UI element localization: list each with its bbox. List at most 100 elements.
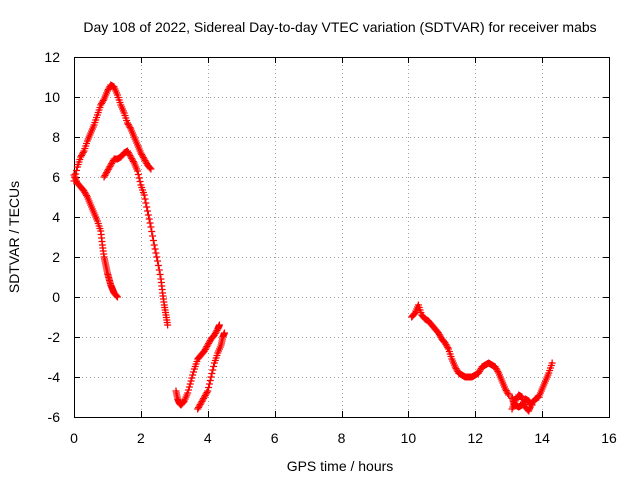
y-tick-label: 0	[52, 289, 60, 305]
data-point	[492, 365, 500, 372]
data-point	[201, 346, 209, 353]
x-axis: 0 2 4 6 8 10 12 14 16	[70, 57, 617, 446]
data-point	[200, 393, 208, 401]
x-axis-label: GPS time / hours	[287, 458, 394, 474]
data-point	[144, 211, 152, 219]
data-point	[190, 368, 198, 376]
data-point	[548, 359, 556, 367]
data-point	[208, 370, 216, 377]
y-tick-label: 2	[52, 249, 60, 265]
x-tick-label: 6	[271, 430, 279, 446]
data-point	[451, 363, 459, 371]
data-point	[199, 396, 207, 404]
data-point	[140, 155, 148, 163]
data-point	[106, 163, 114, 170]
data-point	[475, 369, 483, 377]
data-point	[504, 390, 512, 397]
data-point	[204, 341, 212, 349]
y-tick-label: 12	[44, 49, 60, 65]
data-point	[444, 344, 452, 351]
data-point	[124, 147, 131, 155]
data-point	[129, 156, 137, 164]
data-point	[189, 371, 197, 379]
data-point	[124, 119, 131, 127]
data-point	[100, 173, 108, 181]
data-point	[207, 373, 215, 381]
data-point	[107, 161, 115, 169]
x-tick-label: 2	[137, 430, 145, 446]
data-point	[138, 151, 146, 158]
data-point	[442, 341, 450, 348]
y-tick-label: -4	[48, 369, 61, 385]
data-point	[502, 387, 510, 394]
data-point	[129, 158, 137, 165]
data-point	[147, 223, 155, 231]
data-point	[98, 100, 106, 107]
data-point	[146, 164, 154, 172]
data-point	[205, 380, 213, 388]
data-point	[135, 174, 143, 182]
data-point	[99, 97, 107, 104]
data-point	[154, 257, 162, 265]
data-point	[142, 158, 150, 166]
y-axis: -6 -4 -2 0 2 4 6 8 10 12	[44, 49, 609, 425]
y-tick-label: 8	[52, 129, 60, 145]
data-point	[204, 387, 212, 395]
data-point	[125, 150, 133, 158]
data-point	[220, 329, 228, 337]
y-tick-label: 6	[52, 169, 60, 185]
data-point	[147, 165, 155, 173]
data-point	[180, 398, 188, 406]
data-point	[205, 384, 213, 391]
data-point	[101, 172, 109, 179]
y-tick-label: 4	[52, 209, 60, 225]
data-point	[493, 366, 501, 374]
data-point	[185, 386, 193, 394]
y-tick-label: 10	[44, 89, 60, 105]
data-point	[155, 266, 163, 274]
x-tick-label: 0	[70, 430, 78, 446]
data-point	[81, 189, 89, 196]
data-point	[83, 192, 91, 199]
data-point	[200, 347, 208, 355]
data-point	[212, 328, 220, 336]
x-tick-label: 12	[467, 430, 483, 446]
data-point	[491, 363, 499, 371]
data-point	[113, 293, 121, 301]
data-points	[70, 81, 556, 415]
data-point	[503, 388, 511, 396]
data-point	[113, 292, 121, 300]
data-point	[142, 199, 150, 207]
data-point	[195, 404, 203, 411]
chart-title: Day 108 of 2022, Sidereal Day-to-day VTE…	[83, 19, 596, 35]
data-point	[108, 160, 116, 167]
data-point	[184, 389, 192, 397]
data-point	[144, 207, 152, 215]
data-point	[475, 368, 483, 375]
data-point	[145, 215, 153, 223]
data-point	[78, 152, 86, 159]
data-point	[187, 377, 195, 385]
data-point	[103, 169, 111, 176]
data-point	[196, 401, 204, 408]
data-point	[436, 332, 444, 340]
data-point	[78, 150, 86, 158]
data-point	[150, 241, 158, 249]
data-point	[501, 385, 509, 393]
data-point	[140, 191, 148, 199]
data-point	[156, 271, 164, 278]
data-point	[126, 124, 134, 131]
data-point	[154, 262, 162, 269]
data-point	[77, 153, 85, 161]
data-point	[141, 157, 149, 164]
data-point	[126, 152, 134, 159]
data-point	[441, 339, 449, 347]
data-point	[134, 171, 142, 178]
data-point	[194, 405, 202, 413]
data-point	[435, 331, 443, 338]
y-tick-label: -6	[48, 409, 61, 425]
x-tick-label: 16	[601, 430, 617, 446]
data-point	[73, 167, 81, 174]
data-point	[434, 329, 442, 337]
data-point	[79, 149, 87, 156]
